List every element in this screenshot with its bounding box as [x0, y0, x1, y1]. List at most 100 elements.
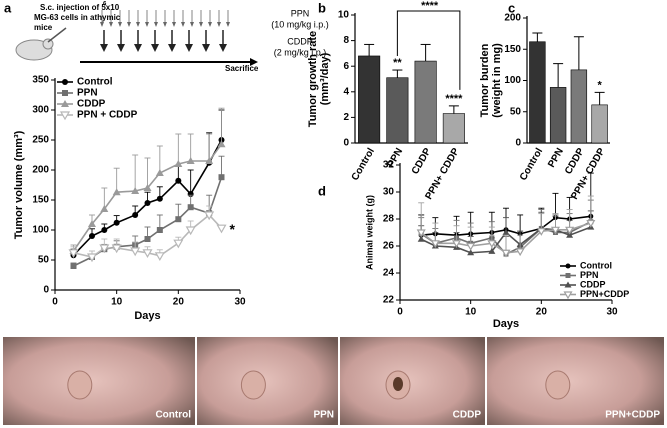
- marker: [131, 187, 140, 194]
- x-tick-label: 10: [465, 307, 477, 318]
- ppn-arrow-head: [163, 22, 167, 27]
- y-tick-label: 150: [504, 44, 521, 55]
- y-tick-label: 350: [32, 75, 49, 86]
- marker: [156, 195, 163, 202]
- bar: [529, 41, 546, 144]
- marker: [156, 227, 163, 233]
- panel-label: a: [4, 0, 12, 15]
- tumor: [240, 370, 266, 400]
- y-tick-label: 200: [32, 165, 49, 176]
- schematic-text: (2 mg/kg i.p.): [274, 47, 327, 57]
- schematic-text: S.c. injection of 5x10: [40, 3, 120, 12]
- y-tick-label: 30: [383, 187, 395, 198]
- marker: [564, 281, 572, 288]
- lesion: [393, 377, 403, 391]
- x-tick-label: 0: [52, 297, 58, 308]
- annotation: *: [230, 221, 236, 237]
- y-axis-label: Tumor burden: [479, 43, 491, 117]
- tumor: [67, 370, 93, 400]
- marker: [144, 236, 151, 242]
- marker: [89, 233, 95, 239]
- y-tick-label: 150: [32, 195, 49, 206]
- y-tick-label: 8: [343, 35, 349, 46]
- photo: [197, 337, 338, 425]
- marker: [62, 79, 68, 85]
- marker: [111, 244, 122, 254]
- cddp-arrow-head: [202, 44, 210, 52]
- marker: [417, 235, 425, 242]
- bar: [386, 77, 409, 144]
- legend-label: Control: [77, 77, 113, 88]
- marker: [174, 160, 183, 167]
- annotation: *: [597, 79, 602, 91]
- marker: [467, 249, 475, 256]
- y-tick-label: 26: [383, 241, 395, 252]
- y-tick-label: 2: [343, 112, 349, 123]
- schematic-text: PPN: [291, 8, 310, 18]
- legend-label: PPN: [580, 270, 599, 280]
- ppn-arrow-head: [136, 22, 140, 27]
- x-tick-label: Control: [350, 146, 377, 182]
- x-tick-label: CDDP: [410, 146, 434, 176]
- schematic-text: mice: [34, 23, 53, 32]
- marker: [216, 224, 227, 234]
- marker: [586, 219, 596, 228]
- y-axis-label: Animal weight (g): [364, 195, 374, 270]
- y-tick-label: 250: [32, 135, 49, 146]
- marker: [515, 248, 525, 257]
- marker: [144, 200, 151, 206]
- marker: [565, 273, 571, 278]
- y-axis-label: Tumor growth rate: [307, 31, 319, 127]
- y-tick-label: 28: [383, 214, 395, 225]
- marker: [185, 226, 196, 236]
- annotation: ****: [421, 0, 439, 12]
- legend-label: Control: [580, 260, 612, 270]
- annotation: ****: [445, 93, 463, 105]
- y-tick-label: 32: [383, 160, 395, 171]
- y-tick-label: 24: [383, 268, 395, 279]
- marker: [217, 140, 226, 148]
- marker: [113, 219, 120, 226]
- bar: [358, 55, 381, 144]
- legend-label: PPN: [77, 88, 98, 99]
- photo-strip: eControlPPNCDDPPPN+CDDP: [3, 333, 664, 425]
- tumor: [545, 370, 571, 400]
- cddp-arrow-head: [151, 44, 159, 52]
- y-axis-label: (weight in mg): [491, 43, 503, 118]
- cddp-arrow-head: [100, 44, 108, 52]
- ppn-arrow-head: [181, 22, 185, 27]
- ppn-arrow-head: [118, 22, 122, 27]
- marker: [175, 216, 182, 223]
- marker: [173, 239, 184, 249]
- bar: [570, 69, 588, 144]
- legend-label: CDDP: [77, 99, 106, 110]
- marker: [187, 204, 194, 211]
- photo: [3, 337, 195, 425]
- marker: [563, 291, 573, 300]
- ppn-arrow-head: [208, 22, 212, 27]
- bar: [414, 60, 437, 144]
- marker: [218, 174, 225, 181]
- photo-label: PPN: [313, 410, 334, 421]
- bar: [442, 113, 465, 144]
- marker: [451, 240, 462, 248]
- schematic-text: (10 mg/kg i.p.): [271, 19, 329, 29]
- y-tick-label: 22: [383, 295, 395, 306]
- ppn-arrow-head: [190, 22, 194, 27]
- y-axis-label: (mm³/day): [319, 52, 331, 105]
- ppn-arrow-head: [217, 22, 221, 27]
- x-tick-label: 20: [536, 307, 548, 318]
- schematic-text: 6: [103, 2, 107, 8]
- marker: [566, 231, 574, 238]
- marker: [502, 229, 510, 235]
- marker: [143, 184, 152, 191]
- photo: [340, 337, 485, 425]
- bar: [591, 104, 608, 144]
- y-tick-label: 100: [504, 75, 521, 86]
- ppn-arrow-head: [172, 22, 176, 27]
- ppn-arrow-head: [226, 22, 230, 27]
- marker: [88, 220, 96, 227]
- photo-label: CDDP: [453, 410, 482, 421]
- y-tick-label: 50: [38, 255, 50, 266]
